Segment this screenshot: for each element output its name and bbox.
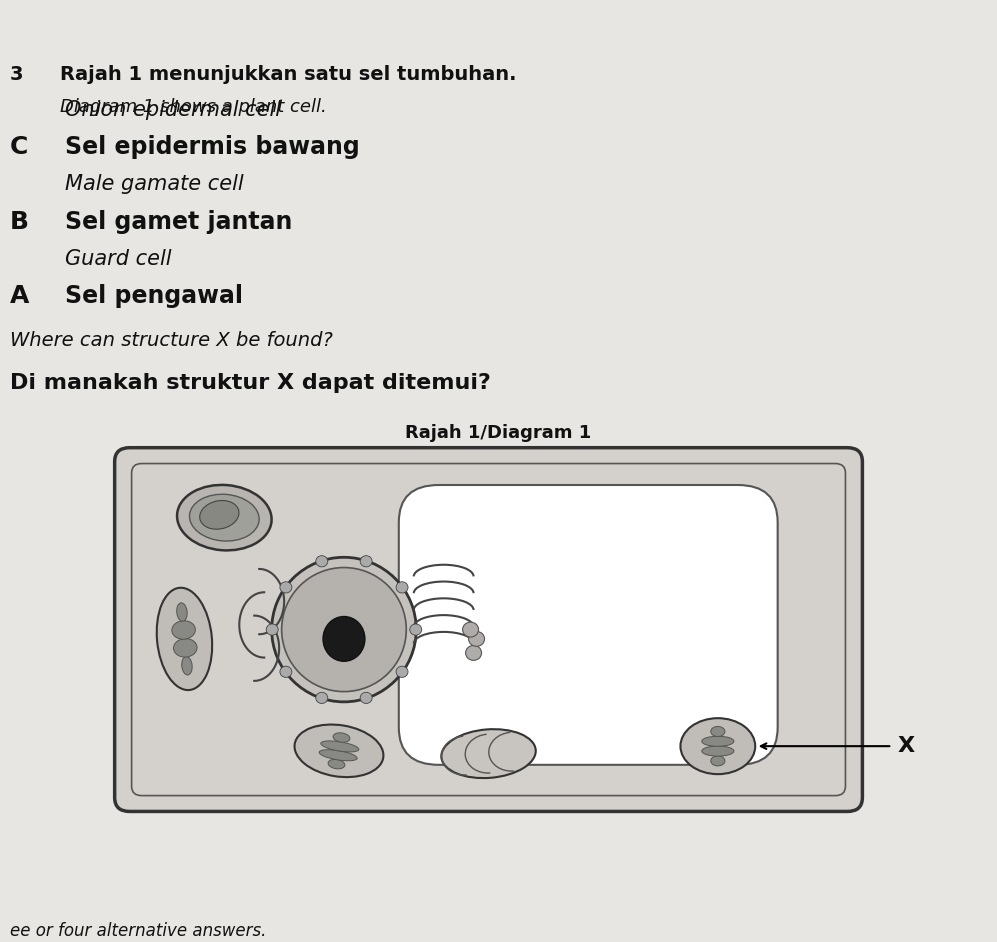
Ellipse shape: [176, 603, 187, 622]
Circle shape: [280, 666, 292, 677]
Ellipse shape: [189, 495, 259, 541]
Circle shape: [360, 692, 372, 704]
Text: A: A: [10, 284, 29, 308]
Ellipse shape: [321, 741, 359, 752]
Ellipse shape: [328, 759, 345, 769]
Ellipse shape: [181, 657, 192, 674]
Circle shape: [463, 622, 479, 637]
Circle shape: [466, 645, 482, 660]
Text: B: B: [10, 210, 29, 234]
Ellipse shape: [271, 558, 417, 702]
Text: Sel gamet jantan: Sel gamet jantan: [65, 210, 292, 234]
FancyBboxPatch shape: [115, 447, 862, 811]
Circle shape: [316, 692, 328, 704]
Text: Sel pengawal: Sel pengawal: [65, 284, 243, 308]
Ellipse shape: [294, 724, 384, 777]
Ellipse shape: [442, 729, 535, 778]
Ellipse shape: [199, 500, 239, 529]
Circle shape: [396, 582, 408, 593]
Ellipse shape: [702, 737, 734, 746]
Ellipse shape: [711, 726, 725, 737]
Text: 3: 3: [10, 65, 24, 84]
Text: Di manakah struktur X dapat ditemui?: Di manakah struktur X dapat ditemui?: [10, 373, 491, 393]
Text: Rajah 1 menunjukkan satu sel tumbuhan.: Rajah 1 menunjukkan satu sel tumbuhan.: [60, 65, 516, 84]
FancyBboxPatch shape: [399, 485, 778, 765]
Text: Diagram 1 shows a plant cell.: Diagram 1 shows a plant cell.: [60, 98, 327, 116]
Circle shape: [266, 624, 278, 635]
Text: X: X: [897, 736, 914, 756]
Text: C: C: [10, 136, 28, 159]
Text: Rajah 1/Diagram 1: Rajah 1/Diagram 1: [406, 425, 591, 443]
Circle shape: [469, 631, 485, 646]
Text: ee or four alternative answers.: ee or four alternative answers.: [10, 921, 266, 939]
Text: Sel epidermis bawang: Sel epidermis bawang: [65, 136, 360, 159]
Ellipse shape: [711, 755, 725, 766]
Ellipse shape: [333, 733, 350, 742]
Text: Male gamate cell: Male gamate cell: [65, 174, 243, 194]
Ellipse shape: [281, 567, 406, 691]
Text: Onion epidermal cell: Onion epidermal cell: [65, 100, 281, 120]
Circle shape: [410, 624, 422, 635]
Ellipse shape: [171, 621, 195, 640]
Circle shape: [316, 556, 328, 567]
Ellipse shape: [323, 616, 365, 661]
Text: Where can structure X be found?: Where can structure X be found?: [10, 331, 333, 350]
Ellipse shape: [680, 718, 756, 774]
Circle shape: [280, 582, 292, 593]
Ellipse shape: [177, 485, 271, 550]
Circle shape: [360, 556, 372, 567]
Ellipse shape: [319, 750, 357, 761]
Ellipse shape: [702, 746, 734, 756]
Circle shape: [396, 666, 408, 677]
Text: Guard cell: Guard cell: [65, 249, 171, 269]
Ellipse shape: [173, 639, 197, 658]
Ellipse shape: [157, 588, 212, 690]
